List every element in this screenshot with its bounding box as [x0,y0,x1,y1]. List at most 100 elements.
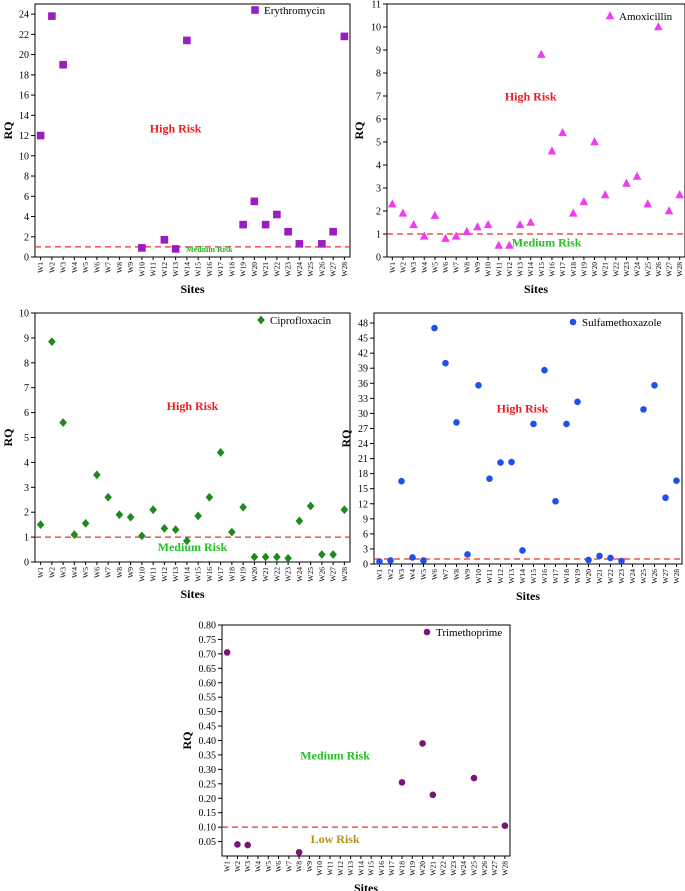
x-tick-label: W20 [250,567,259,582]
x-tick-label: W15 [194,262,203,277]
data-point [643,199,653,208]
data-point [483,220,493,229]
data-point [273,210,281,219]
x-tick-label: W24 [295,262,304,277]
data-point [505,240,514,249]
data-point [574,398,581,406]
x-tick-label: W25 [643,262,652,277]
data-point [431,324,438,332]
data-point [244,841,252,849]
plot-frame [221,624,511,857]
x-tick-label: W12 [505,262,514,277]
series-points [36,337,349,563]
x-tick-label: W9 [126,262,135,273]
risk-annotation: Medium Risk [512,236,582,250]
data-point [430,210,440,219]
x-tick-label: W2 [47,262,56,273]
data-point [473,222,482,231]
legend-marker [569,318,577,326]
y-tick-label: 2 [24,508,29,519]
x-tick-label: W7 [452,262,461,273]
x-tick-label: W11 [149,262,158,277]
x-tick-label: W12 [160,567,169,582]
y-tick-label: 0.25 [199,779,217,790]
x-tick-label: W7 [284,861,293,872]
data-point [596,552,603,560]
legend-label: Sulfamethoxazole [582,317,662,329]
data-point [239,220,247,229]
data-point [295,848,303,856]
legend-marker [251,6,259,14]
y-tick-label: 45 [358,334,368,345]
x-tick-label: W12 [160,262,169,277]
data-point [387,557,394,564]
y-axis: 0 1 2 3 4 5 6 7 8 9 10 [19,309,35,569]
legend: Erythromycin [251,5,326,17]
data-point [138,244,146,252]
data-point [398,779,406,786]
risk-annotation: High Risk [505,90,557,104]
x-tick-label: W25 [639,569,648,584]
x-tick-label: W16 [547,262,556,277]
x-tick-label: W24 [628,569,637,584]
x-tick-label: W23 [284,262,293,277]
y-tick-label: 11 [371,0,381,11]
data-point [284,227,292,236]
data-point [250,552,259,562]
x-tick-label: W20 [584,569,593,584]
data-point [590,137,599,146]
x-tick-label: W6 [441,262,450,273]
x-axis-title: Sites [524,282,548,296]
data-point [622,178,631,187]
x-tick-label: W5 [81,567,90,578]
y-tick-label: 3 [376,184,381,195]
x-tick-label: W25 [306,262,315,277]
data-point [563,420,570,428]
x-tick-label: W11 [485,569,494,584]
y-tick-label: 0.20 [199,794,217,805]
data-point [547,146,557,155]
data-point [160,523,169,533]
x-tick-label: W20 [418,861,427,876]
legend: Sulfamethoxazole [569,317,662,329]
y-tick-label: 4 [24,458,29,469]
x-tick-label: W1 [36,262,45,273]
data-point [675,190,684,199]
x-tick-label: W15 [367,861,376,876]
data-point [59,418,67,427]
y-tick-label: 22 [19,30,29,41]
x-tick-label: W15 [529,569,538,584]
data-point [419,740,426,747]
x-tick-label: W22 [611,262,620,277]
x-tick-label: W16 [205,567,214,582]
y-tick-label: 0 [24,253,29,264]
legend: Amoxicillin [605,11,673,23]
data-point [295,516,304,526]
data-point [261,220,270,229]
y-tick-label: 7 [24,383,29,394]
data-point [126,512,135,522]
data-point [183,536,191,546]
x-tick-label: W26 [650,569,659,584]
y-tick-label: 21 [358,454,368,465]
y-tick-label: 18 [358,469,368,480]
data-point [662,494,669,502]
x-tick-label: W28 [340,262,349,277]
y-tick-label: 0 [363,560,368,571]
y-axis-title: RQ [339,430,353,448]
data-point [36,520,45,530]
x-tick-label: W3 [59,262,68,273]
x-tick-label: W6 [430,569,439,580]
x-tick-label: W7 [104,567,113,578]
data-point [36,131,45,140]
x-axis-title: Sites [354,881,378,891]
data-point [515,220,525,229]
x-tick-label: W15 [194,567,203,582]
x-tick-label: W13 [346,861,355,876]
x-tick-label: W27 [490,861,499,876]
data-point [579,197,589,206]
y-tick-label: 6 [24,408,29,419]
legend-marker [423,628,431,636]
x-tick-label: W22 [272,567,281,582]
x-tick-label: W1 [36,567,45,578]
